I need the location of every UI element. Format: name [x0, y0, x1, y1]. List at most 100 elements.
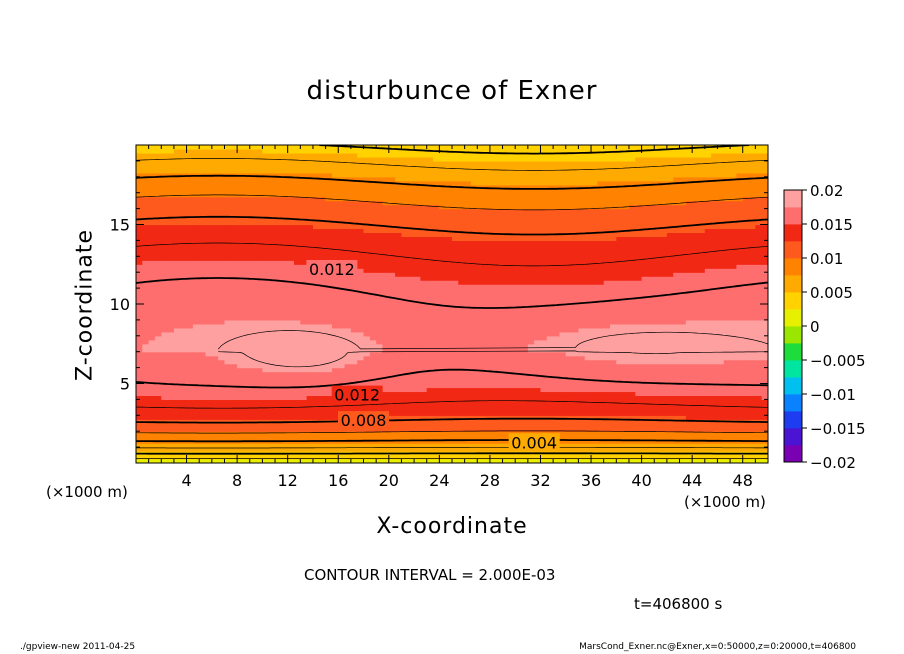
contour-cell	[256, 395, 263, 401]
contour-cell	[647, 307, 655, 313]
contour-cell	[458, 403, 466, 408]
contour-cell	[603, 311, 611, 317]
contour-cell	[243, 347, 251, 353]
contour-cell	[597, 391, 605, 397]
contour-cell	[692, 363, 700, 369]
contour-cell	[635, 304, 643, 309]
contour-cell	[616, 435, 624, 440]
contour-cell	[464, 319, 472, 325]
contour-cell	[249, 363, 257, 369]
contour-cell	[610, 435, 617, 440]
contour-cell	[742, 319, 750, 325]
contour-cell	[452, 379, 459, 385]
contour-cell	[565, 311, 573, 317]
contour-cell	[749, 447, 756, 452]
contour-cell	[211, 403, 219, 408]
contour-cell	[755, 296, 763, 301]
contour-cell	[186, 379, 194, 385]
contour-cell	[142, 407, 150, 412]
contour-cell	[224, 307, 232, 313]
contour-cell	[704, 443, 712, 448]
contour-cell	[426, 431, 434, 436]
contour-cell	[306, 276, 314, 281]
contour-cell	[426, 343, 434, 349]
contour-cell	[224, 435, 232, 440]
contour-cell	[148, 411, 156, 416]
contour-cell	[534, 292, 542, 297]
contour-cell	[673, 268, 681, 273]
contour-cell	[407, 347, 415, 353]
contour-cell	[717, 264, 725, 269]
contour-cell	[249, 307, 257, 313]
contour-cell	[565, 284, 573, 289]
contour-cell	[730, 423, 737, 428]
contour-cell	[388, 315, 396, 321]
contour-cell	[249, 347, 257, 353]
contour-cell	[477, 284, 485, 289]
contour-cell	[420, 327, 428, 333]
contour-cell	[294, 288, 301, 293]
contour-cell	[666, 359, 674, 365]
contour-cell	[458, 431, 466, 436]
contour-cell	[401, 331, 409, 337]
contour-cell	[199, 355, 207, 361]
contour-cell	[717, 379, 725, 385]
contour-cell	[331, 288, 339, 293]
contour-cell	[597, 296, 605, 301]
contour-cell	[224, 427, 232, 432]
contour-cell	[325, 355, 333, 361]
contour-cell	[224, 323, 232, 329]
contour-cell	[211, 455, 219, 460]
contour-cell	[344, 351, 352, 357]
contour-cell	[521, 272, 529, 277]
contour-cell	[186, 367, 194, 373]
contour-cell	[401, 379, 409, 385]
contour-cell	[502, 284, 510, 289]
contour-cell	[736, 363, 744, 369]
contour-cell	[527, 272, 535, 277]
contour-cell	[294, 315, 301, 321]
contour-cell	[142, 395, 150, 401]
contour-cell	[344, 435, 352, 440]
contour-cell	[243, 427, 251, 432]
contour-cell	[300, 423, 308, 428]
contour-cell	[559, 435, 567, 440]
contour-cell	[452, 411, 459, 416]
contour-cell	[161, 395, 169, 401]
contour-cell	[445, 307, 453, 313]
contour-cell	[679, 455, 687, 460]
contour-cell	[711, 307, 719, 313]
contour-cell	[433, 391, 440, 397]
contour-cell	[755, 327, 763, 333]
contour-cell	[237, 339, 245, 345]
contour-cell	[237, 335, 245, 341]
contour-cell	[287, 427, 295, 432]
contour-cell	[439, 276, 447, 281]
contour-cell	[331, 443, 339, 448]
contour-cell	[414, 276, 421, 281]
contour-cell	[350, 276, 358, 281]
contour-cell	[173, 351, 181, 357]
contour-cell	[369, 371, 377, 377]
contour-cell	[603, 280, 611, 285]
contour-cell	[572, 423, 579, 428]
contour-cell	[553, 423, 561, 428]
contour-cell	[679, 395, 687, 401]
contour-cell	[192, 264, 200, 269]
contour-cell	[325, 280, 333, 285]
contour-cell	[717, 447, 725, 452]
contour-cell	[319, 423, 327, 428]
contour-cell	[344, 335, 352, 341]
contour-cell	[673, 347, 681, 353]
contour-cell	[154, 347, 162, 353]
contour-cell	[483, 447, 491, 452]
contour-cell	[458, 284, 466, 289]
contour-cell	[591, 276, 598, 281]
contour-cell	[426, 399, 434, 404]
contour-cell	[439, 307, 447, 313]
contour-cell	[572, 272, 579, 277]
contour-cell	[477, 327, 485, 333]
contour-cell	[489, 355, 497, 361]
contour-cell	[660, 296, 668, 301]
contour-cell	[312, 403, 320, 408]
